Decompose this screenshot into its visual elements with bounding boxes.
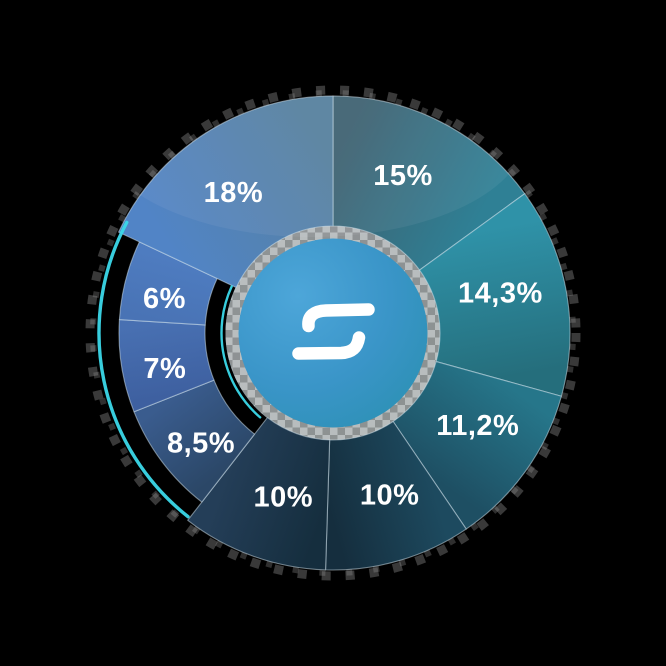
highlight-outer-arc [97,220,190,519]
haze-overlay [97,95,527,237]
segment-10[interactable] [187,417,331,571]
segment-15[interactable] [332,95,526,271]
segment-label: 10% [360,479,420,511]
segment-11-2[interactable] [392,361,562,530]
segment-labels: 15% 14,3% 11,2% 10% 10% 8,5% 7% 6% 18% [143,160,543,514]
segment-label: 7% [143,353,186,385]
hub-checker-ring [225,225,441,441]
brand-logo-s [292,303,375,360]
segment-label: 11,2% [436,410,519,442]
segment-18[interactable] [118,95,334,288]
segment-label: 10% [254,482,314,514]
edge-artifact-ring [90,90,576,576]
segment-label: 14,3% [458,278,543,310]
edge-artifact-ring [85,85,581,581]
logo-top-stroke [302,303,375,333]
segment-label: 8,5% [167,427,235,459]
segment-14-3[interactable] [419,193,571,397]
segment-label: 6% [143,283,186,315]
segment-label: 18% [204,177,264,209]
logo-bottom-stroke [292,331,366,360]
highlight-inner-arc [220,285,262,419]
center-hub [225,225,441,441]
segments [118,95,571,571]
segment-label: 15% [373,160,433,192]
